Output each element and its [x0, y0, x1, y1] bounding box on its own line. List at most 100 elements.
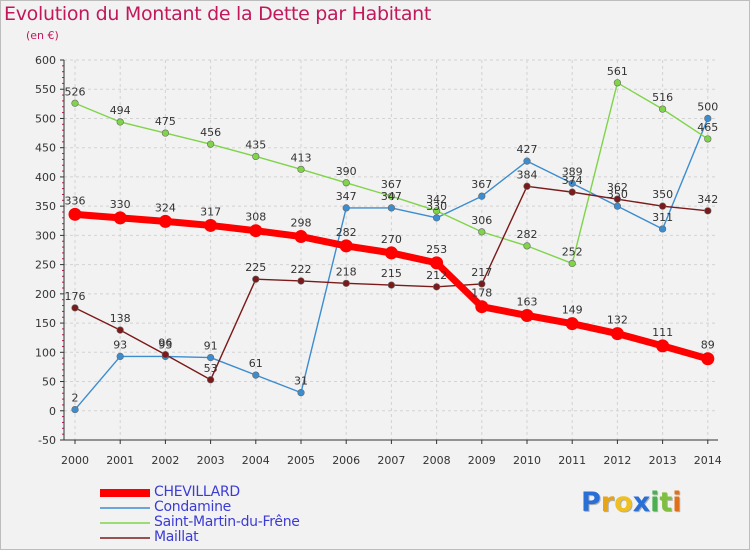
data-point-saint-martin-du-fr-ne [433, 207, 441, 215]
data-point-condamine [704, 114, 712, 123]
legend-swatch-saint-martin [100, 522, 150, 524]
y-tick-label: 500 [35, 112, 56, 125]
data-label-maillat: 53 [204, 362, 218, 375]
data-label-maillat: 350 [652, 188, 673, 201]
x-tick-label: 2012 [603, 454, 631, 467]
data-point-saint-martin-du-fr-ne [704, 135, 712, 143]
data-point-maillat [161, 351, 169, 359]
legend-swatch-chevillard [100, 489, 150, 497]
data-label-maillat: 138 [110, 312, 131, 325]
x-tick-label: 2004 [242, 454, 270, 467]
x-tick-label: 2005 [287, 454, 315, 467]
data-point-maillat [387, 281, 396, 289]
x-tick-label: 2014 [694, 454, 722, 467]
data-point-chevillard [204, 218, 218, 232]
data-point-saint-martin-du-fr-ne [523, 242, 531, 250]
data-label-condamine: 31 [294, 375, 308, 388]
data-point-saint-martin-du-fr-ne [207, 140, 215, 148]
data-point-chevillard [610, 327, 624, 341]
legend-item-chevillard: CHEVILLARD [98, 484, 358, 500]
data-point-condamine [297, 389, 305, 397]
x-tick-label: 2008 [423, 454, 451, 467]
data-label-maillat: 222 [291, 263, 312, 276]
data-label-condamine: 91 [204, 340, 218, 353]
data-label-chevillard: 89 [701, 339, 715, 352]
data-point-saint-martin-du-fr-ne [252, 152, 260, 161]
data-label-chevillard: 132 [607, 314, 628, 327]
data-label-maillat: 215 [381, 267, 402, 280]
data-label-chevillard: 163 [517, 295, 538, 308]
y-tick-label: 0 [49, 405, 56, 418]
data-label-chevillard: 270 [381, 233, 402, 246]
legend-swatch-maillat [100, 537, 150, 539]
legend-label-chevillard: CHEVILLARD [154, 484, 240, 500]
logo-letter: i [650, 487, 660, 518]
data-label-maillat: 212 [426, 269, 447, 282]
y-tick-label: 100 [35, 346, 56, 359]
data-label-saint-martin-du-fr-ne: 465 [697, 121, 718, 134]
data-label-chevillard: 149 [562, 304, 583, 317]
data-point-condamine [568, 179, 576, 187]
data-point-chevillard [68, 207, 82, 221]
data-point-maillat [252, 275, 260, 283]
data-label-maillat: 384 [517, 168, 538, 181]
data-point-chevillard [565, 317, 579, 331]
y-tick-label: 600 [35, 54, 56, 67]
data-label-saint-martin-du-fr-ne: 516 [652, 91, 673, 104]
data-label-maillat: 217 [471, 266, 492, 279]
data-label-condamine: 500 [697, 100, 718, 113]
data-point-condamine [613, 202, 622, 210]
data-point-maillat [523, 182, 531, 190]
chart-subtitle: (en €) [26, 29, 59, 42]
y-tick-label: 250 [35, 259, 56, 272]
data-point-chevillard [475, 300, 489, 314]
legend-label-condamine: Condamine [154, 499, 231, 515]
x-tick-label: 2011 [558, 454, 586, 467]
chart-title: Evolution du Montant de la Dette par Hab… [4, 3, 432, 25]
data-label-chevillard: 317 [200, 205, 221, 218]
data-point-chevillard [384, 246, 398, 260]
x-tick-label: 2010 [513, 454, 541, 467]
data-point-maillat [613, 195, 622, 203]
y-tick-label: 450 [35, 142, 56, 155]
data-point-saint-martin-du-fr-ne [297, 165, 305, 173]
data-label-chevillard: 324 [155, 201, 176, 214]
y-tick-label: 50 [42, 376, 56, 389]
data-label-saint-martin-du-fr-ne: 413 [291, 151, 312, 164]
data-point-saint-martin-du-fr-ne [568, 259, 576, 268]
data-label-saint-martin-du-fr-ne: 475 [155, 115, 176, 128]
data-point-saint-martin-du-fr-ne [161, 129, 169, 137]
logo-letter: P [581, 487, 601, 518]
data-point-saint-martin-du-fr-ne [342, 179, 350, 187]
data-label-maillat: 218 [336, 265, 357, 278]
data-label-maillat: 342 [697, 193, 718, 206]
data-point-maillat [433, 283, 441, 291]
data-point-maillat [207, 376, 215, 384]
x-tick-label: 2003 [197, 454, 225, 467]
data-point-chevillard [520, 308, 534, 322]
data-label-saint-martin-du-fr-ne: 367 [381, 178, 402, 191]
data-label-condamine: 93 [158, 338, 172, 351]
data-point-saint-martin-du-fr-ne [71, 99, 79, 107]
data-label-saint-martin-du-fr-ne: 390 [336, 165, 357, 178]
data-point-condamine [523, 157, 531, 165]
y-tick-label: 400 [35, 171, 56, 184]
x-tick-label: 2002 [151, 454, 179, 467]
data-point-condamine [387, 204, 396, 212]
data-point-saint-martin-du-fr-ne [387, 192, 396, 200]
y-tick-label: 200 [35, 288, 56, 301]
data-label-saint-martin-du-fr-ne: 494 [110, 104, 131, 117]
data-label-saint-martin-du-fr-ne: 435 [245, 138, 266, 151]
data-point-condamine [658, 225, 667, 233]
data-label-saint-martin-du-fr-ne: 526 [65, 85, 86, 98]
data-label-chevillard: 308 [245, 211, 266, 224]
data-point-saint-martin-du-fr-ne [116, 118, 124, 126]
data-label-chevillard: 111 [652, 326, 673, 339]
data-point-maillat [568, 188, 576, 196]
data-label-condamine: 367 [471, 178, 492, 191]
data-label-saint-martin-du-fr-ne: 306 [471, 214, 492, 227]
data-point-chevillard [294, 230, 308, 244]
data-point-condamine [116, 352, 124, 361]
data-label-maillat: 374 [562, 174, 583, 187]
legend-label-maillat: Maillat [154, 529, 199, 545]
